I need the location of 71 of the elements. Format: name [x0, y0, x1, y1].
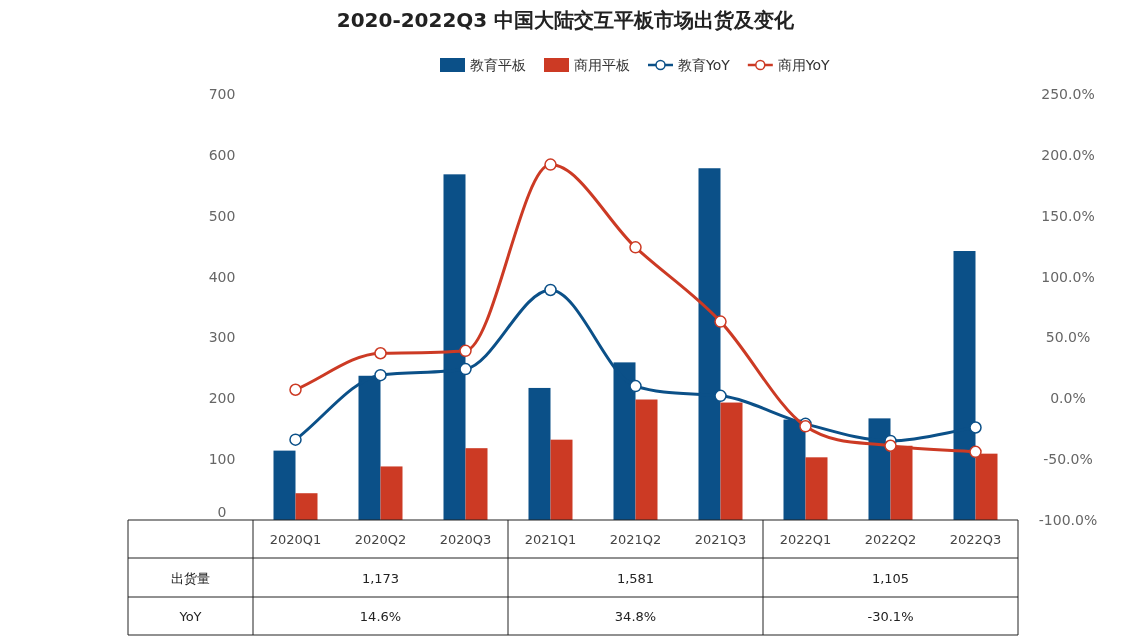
legend-label: 商用YoY: [777, 57, 831, 73]
y2-tick-label: 100.0%: [1041, 268, 1095, 285]
point: [969, 421, 982, 434]
text: 1,105: [871, 570, 910, 586]
y-tick-label: 300: [208, 329, 236, 346]
y-tick-label: 700: [208, 86, 236, 102]
point: [714, 389, 727, 403]
y2-tick-label: 150.0%: [1041, 207, 1095, 224]
bar: [465, 448, 488, 520]
point: [459, 344, 472, 358]
text: 出货量: [171, 570, 210, 586]
bar: [613, 362, 636, 520]
point: [459, 362, 472, 376]
y2-tick-label: -50.0%: [1043, 451, 1093, 468]
point: [374, 347, 387, 360]
text: -30.1%: [867, 609, 914, 624]
x-tick-label: 2020Q1: [269, 532, 322, 547]
y2-tick-label: -100.0%: [1038, 512, 1098, 528]
point: [544, 283, 557, 297]
point: [714, 315, 727, 328]
x-tick-label: 2021Q2: [609, 532, 662, 547]
bar: [635, 399, 658, 520]
bar: [868, 418, 891, 520]
y-tick-label: 600: [208, 146, 236, 163]
legend-label: 教育YoY: [678, 57, 731, 73]
point: [289, 433, 302, 446]
x-tick-label: 2022Q1: [779, 532, 832, 547]
bar: [720, 402, 743, 520]
text: 34.8%: [614, 609, 657, 624]
bar: [783, 419, 806, 520]
x-tick-label: 2020Q2: [354, 532, 407, 547]
point: [629, 241, 642, 254]
text: 14.6%: [359, 609, 402, 624]
bar: [358, 375, 381, 520]
bar: [975, 453, 998, 520]
y2-tick-label: 250.0%: [1041, 86, 1095, 102]
bar: [698, 168, 721, 520]
x-tick-label: 2022Q3: [949, 532, 1002, 547]
text: 1,173: [361, 570, 400, 586]
y-tick-label: 100: [208, 451, 236, 468]
bar: [443, 174, 466, 520]
bar: [953, 251, 976, 520]
y2-tick-label: 50.0%: [1045, 329, 1091, 346]
y-tick-label: 400: [208, 268, 236, 285]
chart-title: 2020-2022Q3 中国大陆交互平板市场出货及变化: [336, 8, 796, 32]
x-tick-label: 2022Q2: [864, 532, 917, 547]
y2-tick-label: 200.0%: [1041, 146, 1095, 163]
bar: [273, 450, 296, 520]
bar: [295, 493, 318, 520]
y2-tick-label: 0.0%: [1050, 390, 1086, 407]
x-tick-label: 2021Q3: [694, 532, 747, 547]
legend-label: 商用平板: [574, 57, 630, 73]
point: [289, 383, 302, 397]
text: YoY: [179, 609, 202, 624]
x-tick-label: 2021Q1: [524, 532, 577, 547]
point: [629, 379, 642, 393]
bar: [528, 387, 551, 520]
bar: [805, 457, 828, 520]
y-tick-label: 0: [217, 504, 227, 520]
legend-label: 教育平板: [470, 57, 526, 73]
bar: [380, 466, 403, 520]
point: [884, 439, 897, 452]
point: [544, 158, 557, 171]
point: [374, 368, 387, 382]
point: [969, 445, 982, 459]
text: 1,581: [616, 570, 655, 586]
bar: [890, 445, 913, 520]
x-tick-label: 2020Q3: [439, 532, 492, 547]
bar: [550, 439, 573, 520]
y-tick-label: 200: [208, 390, 236, 407]
y-tick-label: 500: [208, 207, 236, 224]
